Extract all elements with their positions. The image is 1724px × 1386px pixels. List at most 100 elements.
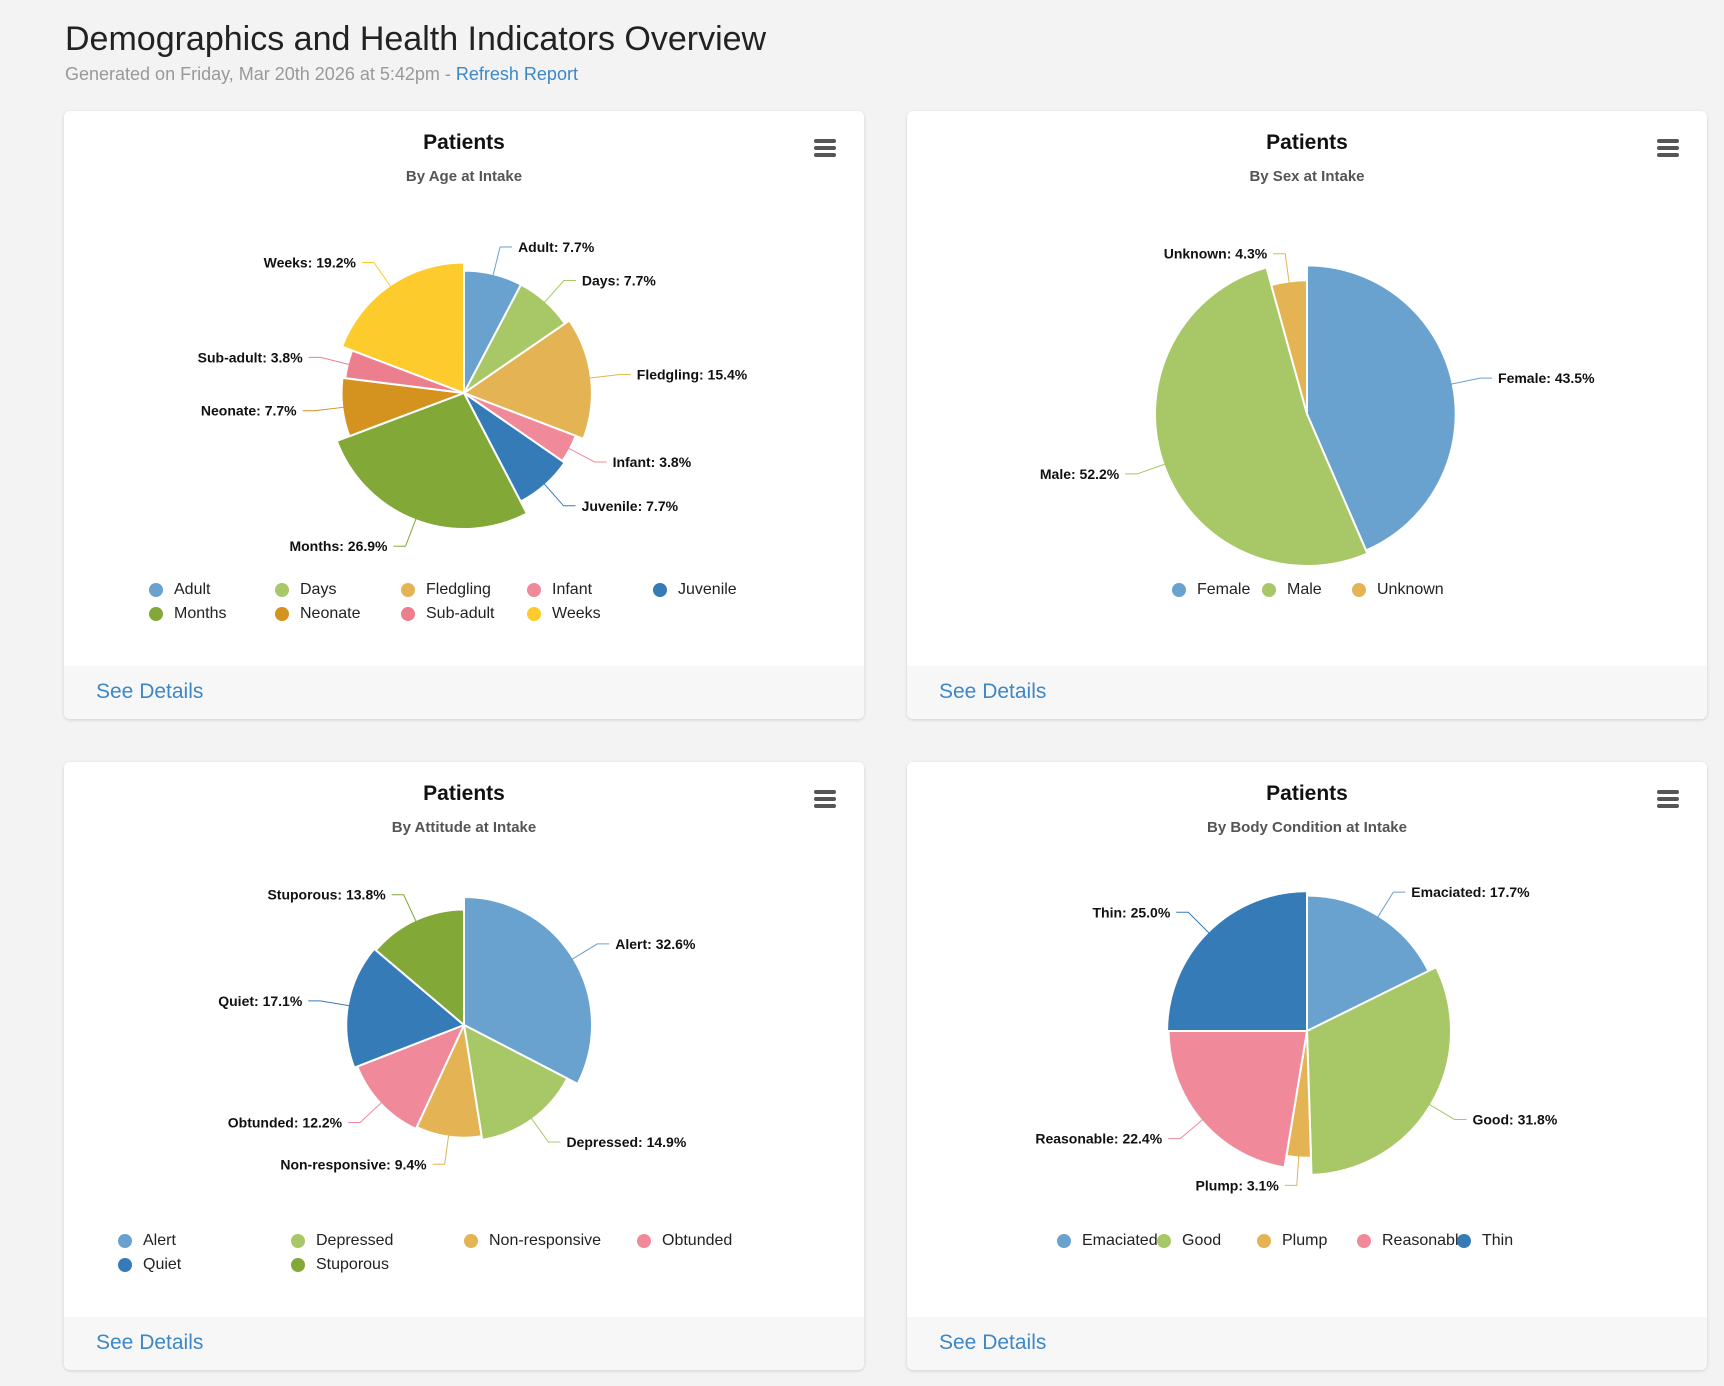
- legend-item-emaciated[interactable]: Emaciated: [1057, 1232, 1158, 1250]
- chart-legend: Female Male Unknown: [907, 581, 1707, 599]
- data-label: Non-responsive: 9.4%: [280, 1156, 427, 1172]
- legend-item-sub-adult[interactable]: Sub-adult: [401, 605, 527, 623]
- legend-item-obtunded[interactable]: Obtunded: [637, 1232, 810, 1250]
- legend-marker-icon: [1457, 1234, 1471, 1248]
- data-label: Alert: 32.6%: [615, 936, 696, 952]
- chart-menu-icon[interactable]: [1657, 139, 1679, 157]
- data-label-connector: [1168, 1117, 1205, 1140]
- legend-item-female[interactable]: Female: [1172, 581, 1262, 599]
- data-label-connector: [1426, 1102, 1467, 1120]
- data-label: Reasonable: 22.4%: [1035, 1131, 1162, 1147]
- data-label-connector: [569, 943, 610, 961]
- age-chart-card: Patients By Age at Intake Adult: 7.7% Day…: [64, 111, 864, 719]
- data-label: Days: 7.7%: [582, 273, 656, 289]
- data-label-connector: [308, 1000, 352, 1007]
- data-label-connector: [432, 1132, 450, 1165]
- pie-chart: Adult: 7.7% Days: 7.7% Fledgling: 15.4% Inf…: [198, 239, 748, 554]
- chart-legend: Adult Days Fledgling Infant Juvenile Months Ne…: [64, 581, 864, 623]
- data-label: Weeks: 19.2%: [264, 254, 357, 270]
- legend-item-non-responsive[interactable]: Non-responsive: [464, 1232, 637, 1250]
- data-label: Fledgling: 15.4%: [637, 367, 748, 383]
- see-details-link[interactable]: See Details: [939, 680, 1047, 703]
- data-label: Quiet: 17.1%: [218, 993, 303, 1009]
- legend-item-weeks[interactable]: Weeks: [527, 605, 653, 623]
- see-details-link[interactable]: See Details: [939, 1331, 1047, 1354]
- data-label-connector: [1284, 1153, 1300, 1186]
- legend-label: Emaciated: [1082, 1232, 1158, 1249]
- legend-item-thin[interactable]: Thin: [1457, 1232, 1557, 1250]
- legend-marker-icon: [637, 1234, 651, 1248]
- legend-label: Months: [174, 605, 227, 622]
- generated-timestamp: Generated on Friday, Mar 20th 2026 at 5:…: [65, 64, 456, 84]
- data-label: Emaciated: 17.7%: [1411, 884, 1530, 900]
- chart-legend: Emaciated Good Plump Reasonable Thin: [907, 1232, 1707, 1250]
- data-label-connector: [529, 1115, 561, 1143]
- page-title: Demographics and Health Indicators Overv…: [65, 20, 767, 58]
- legend-marker-icon: [1257, 1234, 1271, 1248]
- pie-chart: Alert: 32.6% Depressed: 14.9% Non-responsi…: [218, 887, 696, 1173]
- chart-subtitle: By Body Condition at Intake: [1206, 819, 1407, 836]
- data-label: Thin: 25.0%: [1092, 904, 1170, 920]
- see-details-link[interactable]: See Details: [96, 1331, 204, 1354]
- legend-item-plump[interactable]: Plump: [1257, 1232, 1357, 1250]
- legend-item-reasonable[interactable]: Reasonable: [1357, 1232, 1467, 1250]
- pie-chart: Female: 43.5% Male: 52.2% Unknown: 4.3%: [1040, 246, 1595, 567]
- data-label: Sub-adult: 3.8%: [198, 349, 304, 365]
- legend-item-adult[interactable]: Adult: [149, 581, 275, 599]
- data-label: Depressed: 14.9%: [566, 1134, 686, 1150]
- pie-chart: Emaciated: 17.7% Good: 31.8% Plump: 3.1% Re…: [1035, 884, 1558, 1193]
- see-details-link[interactable]: See Details: [96, 680, 204, 703]
- card-footer: See Details: [64, 666, 864, 719]
- legend-item-months[interactable]: Months: [149, 605, 275, 623]
- data-label-connector: [1273, 253, 1291, 286]
- legend-label: Obtunded: [662, 1232, 733, 1249]
- chart-menu-icon[interactable]: [814, 790, 836, 808]
- data-label: Months: 26.9%: [289, 538, 388, 554]
- legend-item-unknown[interactable]: Unknown: [1352, 581, 1444, 599]
- legend-item-stuporous[interactable]: Stuporous: [291, 1256, 464, 1274]
- data-label-connector: [308, 356, 352, 366]
- legend-item-juvenile[interactable]: Juvenile: [653, 581, 779, 599]
- legend-item-neonate[interactable]: Neonate: [275, 605, 401, 623]
- legend-item-depressed[interactable]: Depressed: [291, 1232, 464, 1250]
- card-footer: See Details: [907, 1317, 1707, 1370]
- data-label-connector: [566, 446, 607, 463]
- chart-menu-icon[interactable]: [1657, 790, 1679, 808]
- legend-label: Sub-adult: [426, 605, 495, 622]
- legend-marker-icon: [1262, 583, 1276, 597]
- legend-item-male[interactable]: Male: [1262, 581, 1352, 599]
- chart-subtitle: By Sex at Intake: [1249, 168, 1365, 185]
- legend-marker-icon: [291, 1234, 305, 1248]
- legend-label: Depressed: [316, 1232, 394, 1249]
- data-label: Juvenile: 7.7%: [582, 498, 679, 514]
- legend-item-fledgling[interactable]: Fledgling: [401, 581, 527, 599]
- chart-title: Patients: [1266, 782, 1348, 805]
- legend-label: Alert: [143, 1232, 176, 1249]
- data-label: Obtunded: 12.2%: [228, 1115, 343, 1131]
- chart-title: Patients: [423, 782, 505, 805]
- refresh-report-link[interactable]: Refresh Report: [455, 64, 578, 84]
- legend-marker-icon: [149, 607, 163, 621]
- legend-marker-icon: [291, 1258, 305, 1272]
- data-label-connector: [1375, 891, 1406, 920]
- legend-label: Male: [1287, 581, 1322, 598]
- legend-item-good[interactable]: Good: [1157, 1232, 1257, 1250]
- legend-marker-icon: [1357, 1234, 1371, 1248]
- chart-subtitle: By Age at Intake: [405, 168, 523, 185]
- chart-menu-icon[interactable]: [814, 139, 836, 157]
- data-label-connector: [361, 261, 393, 290]
- pie-slice-reasonable[interactable]: [1167, 1030, 1308, 1169]
- legend-item-days[interactable]: Days: [275, 581, 401, 599]
- legend-item-alert[interactable]: Alert: [118, 1232, 291, 1250]
- chart-subtitle: By Attitude at Intake: [391, 819, 537, 836]
- data-label-connector: [1125, 462, 1168, 475]
- legend-marker-icon: [527, 583, 541, 597]
- legend-marker-icon: [149, 583, 163, 597]
- chart-title: Patients: [1266, 131, 1348, 154]
- legend-label: Female: [1197, 581, 1251, 598]
- data-label-connector: [491, 246, 513, 279]
- legend-marker-icon: [1352, 583, 1366, 597]
- legend-item-infant[interactable]: Infant: [527, 581, 653, 599]
- chart-title: Patients: [423, 131, 505, 154]
- legend-item-quiet[interactable]: Quiet: [118, 1256, 291, 1274]
